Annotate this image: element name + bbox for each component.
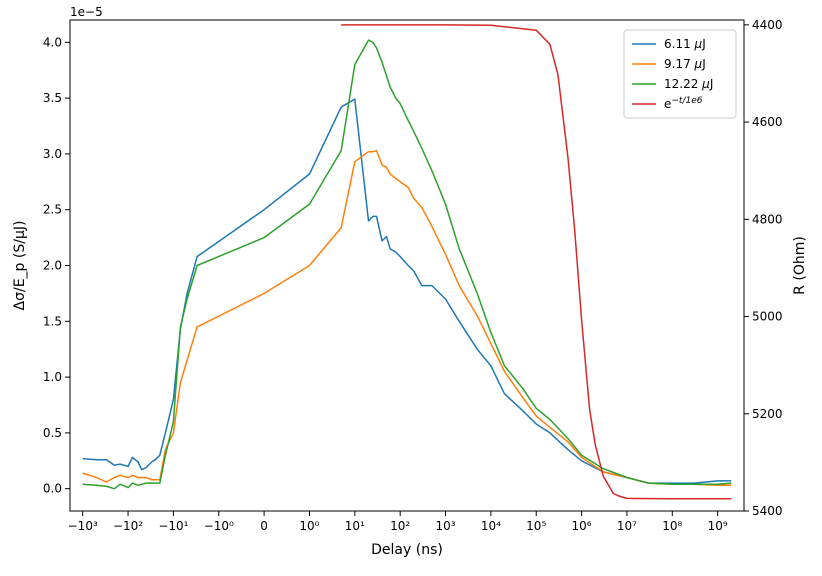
series-line-0 <box>82 98 732 484</box>
x-tick-label: −10² <box>113 519 143 533</box>
y-axis-left: 0.0 0.5 1.0 1.5 2.0 2.5 3.0 3.5 4.0 <box>43 35 70 496</box>
x-tick-label: 10⁰ <box>299 519 319 533</box>
legend: 6.11 μJ 9.17 μJ 12.22 μJ e−t/1e6 <box>623 29 737 119</box>
plot-lines <box>82 24 732 500</box>
legend-box <box>623 29 737 119</box>
legend-label: e−t/1e6 <box>664 96 703 111</box>
legend-label: 12.22 μJ <box>664 77 713 91</box>
y-axis-offset-text: 1e−5 <box>70 5 103 19</box>
y-tick-label: 4.0 <box>43 35 62 49</box>
y-tick-label: 3.5 <box>43 91 62 105</box>
x-tick-label: 10⁸ <box>662 519 682 533</box>
x-tick-label: −10⁰ <box>204 519 234 533</box>
y2-tick-label: 4800 <box>752 212 783 226</box>
x-tick-label: 10⁷ <box>617 519 637 533</box>
x-tick-label: 10⁵ <box>526 519 546 533</box>
legend-label: 6.11 μJ <box>664 37 706 51</box>
x-tick-label: 10⁹ <box>708 519 728 533</box>
x-axis: −10³ −10² −10¹ −10⁰ 0 10⁰ 10¹ 10² 10³ 10⁴ 10⁵ 10⁶ 10… <box>68 511 728 533</box>
x-tick-label: −10³ <box>68 519 98 533</box>
x-tick-label: 10² <box>390 519 410 533</box>
y-tick-label: 3.0 <box>43 147 62 161</box>
y-tick-label: 2.0 <box>43 259 62 273</box>
y-tick-label: 1.5 <box>43 314 62 328</box>
x-tick-label: 10¹ <box>345 519 365 533</box>
x-tick-label: 10⁶ <box>572 519 592 533</box>
y2-tick-label: 5000 <box>752 310 783 324</box>
x-tick-label: 10³ <box>435 519 455 533</box>
y-axis-label-left: Δσ/E_p (S/μJ) <box>12 221 28 311</box>
series-line-3 <box>341 24 732 500</box>
y-axis-label-right: R (Ohm) <box>792 236 808 295</box>
y-tick-label: 0.5 <box>43 426 62 440</box>
legend-label: 9.17 μJ <box>664 57 706 71</box>
x-tick-label: 0 <box>260 519 268 533</box>
y-tick-label: 0.0 <box>43 482 62 496</box>
series-line-1 <box>82 149 732 487</box>
y-axis-right: 4400 4600 4800 5000 5200 5400 <box>744 18 783 518</box>
x-tick-label: −10¹ <box>158 519 188 533</box>
y2-tick-label: 5400 <box>752 504 783 518</box>
series-line-2 <box>82 39 732 490</box>
y2-tick-label: 4600 <box>752 115 783 129</box>
y2-tick-label: 5200 <box>752 407 783 421</box>
x-tick-label: 10⁴ <box>481 519 501 533</box>
y-tick-label: 1.0 <box>43 370 62 384</box>
y2-tick-label: 4400 <box>752 18 783 32</box>
x-axis-label: Delay (ns) <box>371 542 443 558</box>
y-tick-label: 2.5 <box>43 203 62 217</box>
